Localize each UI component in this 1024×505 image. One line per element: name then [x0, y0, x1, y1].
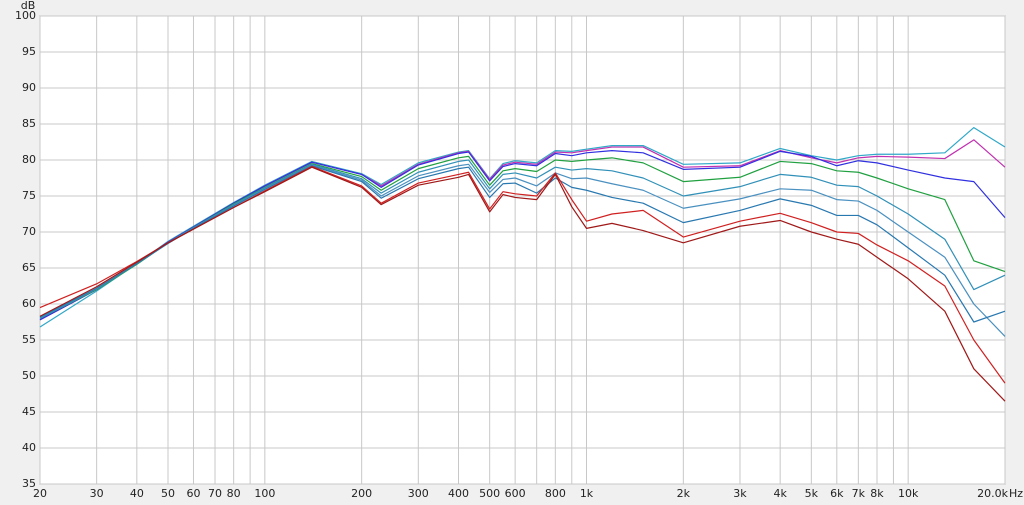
x-tick-label: 5k [805, 487, 819, 500]
x-tick-label: 100 [254, 487, 275, 500]
plot-area [39, 15, 1006, 485]
x-tick-label: 10k [898, 487, 919, 500]
x-tick-label: 400 [448, 487, 469, 500]
x-tick-label: 60 [186, 487, 200, 500]
x-tick-label: 30 [90, 487, 104, 500]
x-tick-label: 50 [161, 487, 175, 500]
y-tick-label: 45 [22, 405, 36, 418]
x-tick-label: 8k [870, 487, 884, 500]
x-tick-label: 40 [130, 487, 144, 500]
x-tick-label: 500 [479, 487, 500, 500]
x-tick-label: 70 [208, 487, 222, 500]
response-curve [39, 166, 1006, 402]
x-tick-label: 20 [33, 487, 47, 500]
response-curve [39, 155, 1006, 319]
y-tick-label: 75 [22, 189, 36, 202]
y-tick-label: 50 [22, 369, 36, 382]
response-curve [39, 150, 1006, 321]
y-axis-label: dB [21, 0, 36, 12]
y-tick-label: 65 [22, 261, 36, 274]
x-tick-label: 6k [830, 487, 844, 500]
y-tick-label: 55 [22, 333, 36, 346]
response-curve [39, 163, 1006, 337]
x-unit-label: Hz [1009, 487, 1023, 500]
y-tick-label: 60 [22, 297, 36, 310]
response-curve [39, 127, 1006, 328]
x-tick-label: 80 [227, 487, 241, 500]
response-curve [39, 165, 1006, 323]
x-tick-label: 7k [852, 487, 866, 500]
x-tick-label: 20.0k [977, 487, 1008, 500]
x-tick-label: 300 [408, 487, 429, 500]
y-tick-label: 35 [22, 477, 36, 490]
x-tick-label: 800 [545, 487, 566, 500]
y-tick-label: 90 [22, 81, 36, 94]
y-tick-label: 40 [22, 441, 36, 454]
x-tick-label: 1k [580, 487, 594, 500]
y-tick-label: 95 [22, 45, 36, 58]
y-tick-label: 70 [22, 225, 36, 238]
x-tick-label: 200 [351, 487, 372, 500]
x-tick-label: 4k [773, 487, 787, 500]
y-tick-label: 85 [22, 117, 36, 130]
y-tick-label: 100 [15, 9, 36, 22]
x-tick-label: 3k [733, 487, 747, 500]
y-tick-label: 80 [22, 153, 36, 166]
x-tick-label: 600 [505, 487, 526, 500]
x-tick-label: 2k [677, 487, 691, 500]
response-curve [39, 159, 1006, 319]
